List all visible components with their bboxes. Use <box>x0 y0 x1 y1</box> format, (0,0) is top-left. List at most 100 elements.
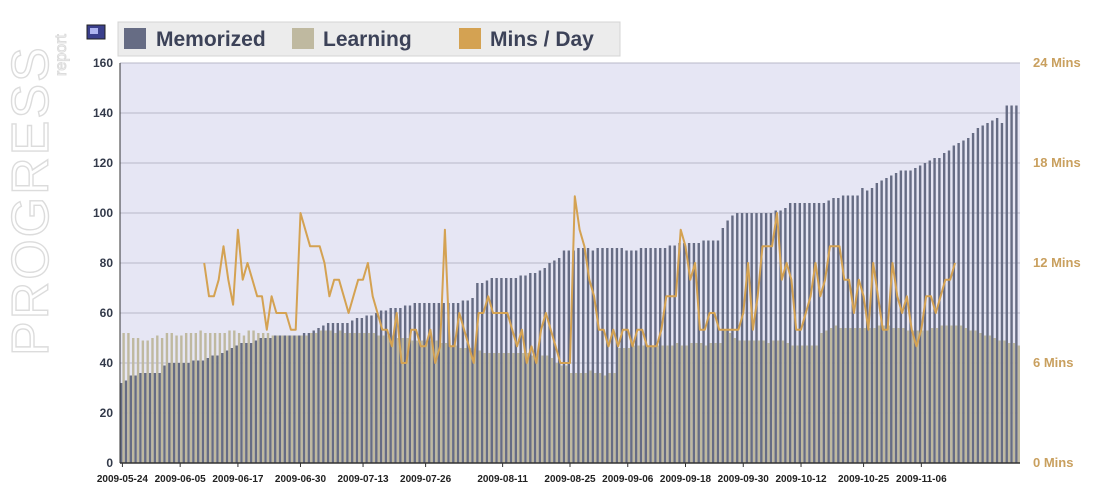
bar-memorized <box>986 123 989 463</box>
bar-memorized <box>639 248 643 463</box>
bar-memorized <box>509 278 513 463</box>
bar-memorized <box>841 195 845 463</box>
bar-learning <box>329 330 332 463</box>
bar-memorized <box>264 338 267 463</box>
bar-learning <box>647 345 650 463</box>
y-tick-label: 80 <box>100 256 114 270</box>
bar-learning <box>233 330 236 463</box>
bar-learning <box>1007 343 1011 463</box>
bar-learning <box>897 328 900 463</box>
bar-learning <box>387 335 390 463</box>
bar-learning <box>579 373 583 463</box>
bar-memorized <box>827 200 830 463</box>
bar-learning <box>363 333 366 463</box>
bar-memorized <box>976 128 980 463</box>
bar-learning <box>950 325 953 463</box>
bar-memorized <box>673 245 676 463</box>
bar-memorized <box>779 210 782 463</box>
bar-memorized <box>519 275 522 463</box>
bar-learning <box>574 373 578 463</box>
bar-memorized <box>610 248 614 463</box>
bar-learning <box>526 353 530 463</box>
bar-memorized <box>437 303 441 463</box>
bar-memorized <box>591 250 595 463</box>
bar-learning <box>622 348 626 463</box>
bar-learning <box>531 355 534 463</box>
bar-learning <box>199 330 202 463</box>
bar-learning <box>314 333 318 463</box>
bar-memorized <box>736 213 739 463</box>
legend-background <box>117 21 621 57</box>
bar-learning <box>228 330 231 463</box>
bar-learning <box>396 338 400 463</box>
bar-learning <box>680 345 684 463</box>
bar-learning <box>704 345 708 463</box>
bar-learning <box>430 340 433 463</box>
bar-learning <box>656 345 660 463</box>
bar-learning <box>156 335 159 463</box>
bar-memorized <box>120 383 123 463</box>
bar-memorized <box>182 363 185 463</box>
bar-learning <box>719 343 722 463</box>
bar-learning <box>752 340 756 463</box>
bar-memorized <box>1010 105 1013 463</box>
bar-learning <box>748 340 751 463</box>
bar-memorized <box>144 373 147 463</box>
bar-learning <box>781 340 785 463</box>
bar-learning <box>603 375 607 463</box>
bar-learning <box>127 333 130 463</box>
bar-learning <box>502 353 506 463</box>
bar-learning <box>911 330 915 463</box>
bar-learning <box>512 353 515 463</box>
bar-memorized <box>962 140 965 463</box>
bar-memorized <box>870 188 874 463</box>
bar-learning <box>959 325 963 463</box>
bar-learning <box>536 355 539 463</box>
y-tick-label: 140 <box>93 106 113 120</box>
bar-learning <box>801 345 804 463</box>
bar-learning <box>367 333 371 463</box>
bar-learning <box>454 345 457 463</box>
bar-memorized <box>726 220 729 463</box>
bar-learning <box>728 333 732 463</box>
bar-memorized <box>216 355 219 463</box>
bar-memorized <box>1005 105 1008 463</box>
bar-learning <box>608 373 611 463</box>
bar-memorized <box>452 303 455 463</box>
bar-learning <box>286 335 289 463</box>
bar-learning <box>204 333 207 463</box>
bar-memorized <box>312 330 315 463</box>
bar-memorized <box>793 203 797 463</box>
bar-memorized <box>192 360 195 463</box>
bar-memorized <box>230 348 234 463</box>
bar-memorized <box>707 240 710 463</box>
bar-memorized <box>442 303 445 463</box>
bar-memorized <box>225 350 229 463</box>
bar-memorized <box>837 198 840 463</box>
bar-memorized <box>803 203 806 463</box>
x-tick-label: 2009-06-30 <box>275 474 327 485</box>
bar-learning <box>492 353 496 463</box>
bar-learning <box>420 340 424 463</box>
bar-learning <box>324 330 327 463</box>
x-tick-label: 2009-09-18 <box>660 474 712 485</box>
bar-memorized <box>938 158 941 463</box>
bar-memorized <box>129 375 133 463</box>
bar-learning <box>358 333 361 463</box>
bar-learning <box>988 335 992 463</box>
bar-learning <box>146 340 149 463</box>
bar-learning <box>796 345 799 463</box>
bar-learning <box>555 363 558 463</box>
bar-memorized <box>904 170 907 463</box>
bar-memorized <box>596 248 599 463</box>
bar-learning <box>517 353 520 463</box>
bar-learning <box>906 330 910 463</box>
bar-memorized <box>846 195 850 463</box>
y-tick-label: 100 <box>93 206 113 220</box>
bar-memorized <box>890 175 893 463</box>
bar-memorized <box>567 250 570 463</box>
bar-memorized <box>928 160 931 463</box>
bar-memorized <box>249 343 253 463</box>
x-tick-label: 2009-07-13 <box>337 474 389 485</box>
bar-memorized <box>995 118 999 463</box>
